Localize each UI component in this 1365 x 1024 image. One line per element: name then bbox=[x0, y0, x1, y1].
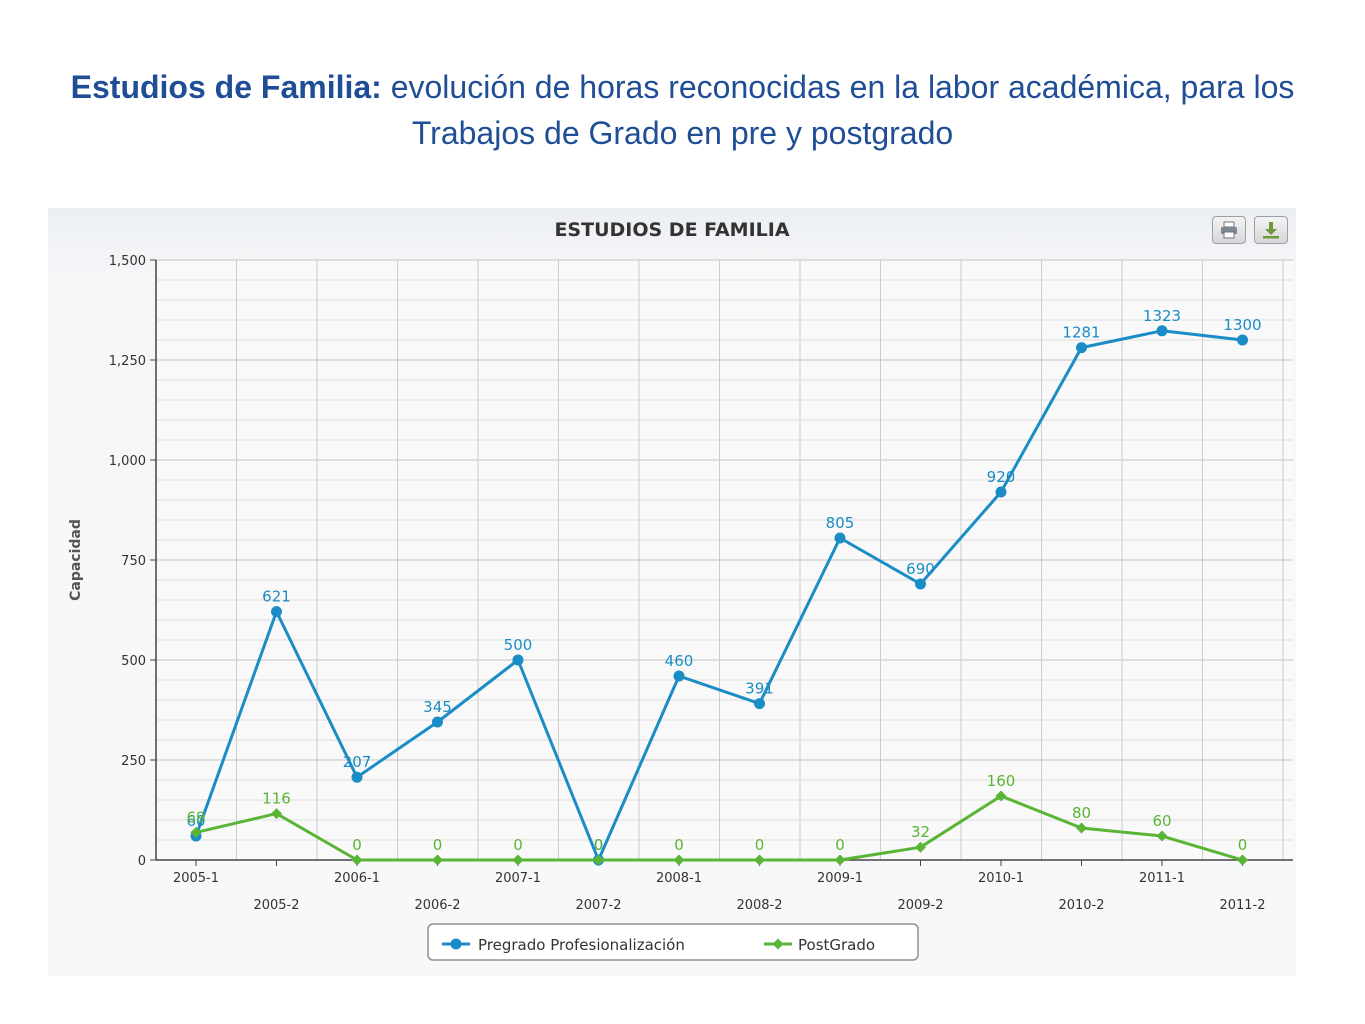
data-label: 116 bbox=[262, 790, 291, 808]
data-label: 207 bbox=[343, 753, 372, 771]
data-point bbox=[834, 532, 846, 544]
data-point bbox=[190, 826, 202, 838]
x-tick-label: 2011-2 bbox=[1219, 898, 1265, 913]
x-tick-label: 2005-2 bbox=[253, 898, 299, 913]
data-label: 621 bbox=[262, 588, 291, 606]
data-label: 0 bbox=[594, 836, 604, 854]
data-point bbox=[271, 606, 282, 618]
series-line bbox=[194, 329, 1243, 862]
data-point bbox=[754, 698, 765, 710]
data-point bbox=[512, 854, 524, 866]
data-point bbox=[1156, 325, 1168, 337]
x-tick-label: 2009-1 bbox=[817, 871, 863, 886]
series-pregrado: 6062120734550004603918056909201281132313… bbox=[186, 307, 1262, 866]
x-tick-label: 2010-2 bbox=[1058, 898, 1104, 913]
data-label: 0 bbox=[594, 836, 604, 854]
data-point bbox=[995, 486, 1007, 498]
data-label: 60 bbox=[186, 812, 205, 830]
data-label: 391 bbox=[745, 680, 774, 698]
grid-layer bbox=[155, 259, 1293, 861]
y-tick-label: 750 bbox=[121, 554, 146, 569]
data-label: 920 bbox=[987, 468, 1016, 486]
data-label: 0 bbox=[755, 836, 765, 854]
x-tick-label: 2008-2 bbox=[736, 898, 782, 913]
data-label: 160 bbox=[987, 772, 1016, 790]
x-tick-label: 2006-1 bbox=[334, 871, 380, 886]
data-point bbox=[271, 808, 282, 820]
legend-marker bbox=[772, 938, 784, 950]
line-chart: ESTUDIOS DE FAMILIA Capacidad 0 250 500 750… bbox=[68, 219, 1293, 961]
data-label: 32 bbox=[911, 823, 930, 841]
data-label: 1281 bbox=[1062, 324, 1100, 342]
series-postgrado: 69 116 0 0 0 0 0 0 0 32 160 80 60 0 bbox=[186, 772, 1248, 866]
chart-title: ESTUDIOS DE FAMILIA bbox=[554, 219, 789, 241]
download-icon bbox=[1263, 222, 1279, 239]
data-point bbox=[593, 854, 604, 866]
data-label: 345 bbox=[423, 698, 452, 716]
data-point bbox=[432, 716, 443, 728]
x-tick-label: 2008-1 bbox=[656, 871, 702, 886]
legend-label: PostGrado bbox=[798, 936, 875, 954]
y-tick-label: 250 bbox=[121, 754, 146, 769]
data-point bbox=[754, 854, 765, 866]
data-point bbox=[1156, 830, 1168, 842]
data-point bbox=[673, 854, 685, 866]
x-tick-label: 2007-2 bbox=[575, 898, 621, 913]
data-point bbox=[915, 578, 926, 590]
x-tick-label: 2005-1 bbox=[173, 871, 219, 886]
data-point bbox=[995, 790, 1007, 802]
data-point bbox=[432, 854, 443, 866]
data-label: 69 bbox=[186, 808, 205, 826]
data-point bbox=[834, 854, 846, 866]
data-point bbox=[1076, 342, 1087, 354]
x-tick-label: 2007-1 bbox=[495, 871, 541, 886]
x-tick-label: 2010-1 bbox=[978, 871, 1024, 886]
data-label: 0 bbox=[513, 836, 523, 854]
data-label: 690 bbox=[906, 560, 935, 578]
data-label: 1300 bbox=[1223, 316, 1261, 334]
legend: Pregrado Profesionalización PostGrado bbox=[427, 923, 919, 961]
data-label: 0 bbox=[352, 836, 362, 854]
data-point bbox=[915, 841, 926, 853]
slide-title-bold: Estudios de Familia: bbox=[70, 69, 382, 105]
data-label: 80 bbox=[1072, 804, 1091, 822]
data-point bbox=[351, 771, 363, 783]
y-tick-label: 0 bbox=[138, 854, 146, 869]
data-point bbox=[512, 654, 524, 666]
y-tick-label: 1,250 bbox=[109, 354, 146, 369]
data-label: 0 bbox=[1238, 836, 1248, 854]
data-point bbox=[1237, 334, 1248, 346]
data-point bbox=[1076, 822, 1087, 834]
x-tick-label: 2009-2 bbox=[897, 898, 943, 913]
slide-title: Estudios de Familia: evolución de horas … bbox=[60, 64, 1305, 156]
printer-icon bbox=[1221, 221, 1237, 239]
series-layer: 6062120734550004603918056909201281132313… bbox=[186, 307, 1262, 866]
data-label: 1323 bbox=[1143, 307, 1181, 325]
legend-box bbox=[427, 923, 919, 961]
data-label: 0 bbox=[433, 836, 443, 854]
data-label: 460 bbox=[665, 652, 694, 670]
print-button[interactable] bbox=[1212, 216, 1246, 244]
series-line bbox=[195, 794, 1243, 862]
y-axis-title: Capacidad bbox=[68, 519, 84, 601]
data-label: 0 bbox=[674, 836, 684, 854]
data-label: 500 bbox=[504, 636, 533, 654]
x-tick-label: 2011-1 bbox=[1139, 871, 1185, 886]
legend-marker bbox=[450, 938, 462, 950]
y-tick-label: 500 bbox=[121, 654, 146, 669]
data-point bbox=[1237, 854, 1248, 866]
y-tick-label: 1,000 bbox=[109, 454, 146, 469]
legend-label: Pregrado Profesionalización bbox=[478, 936, 685, 954]
data-point bbox=[351, 854, 363, 866]
data-label: 0 bbox=[835, 836, 845, 854]
data-point bbox=[673, 670, 685, 682]
download-button[interactable] bbox=[1254, 216, 1288, 244]
data-label: 805 bbox=[826, 514, 855, 532]
slide-title-rest: evolución de horas reconocidas en la lab… bbox=[381, 69, 1295, 151]
y-tick-label: 1,500 bbox=[109, 254, 146, 269]
x-tick-label: 2006-2 bbox=[414, 898, 460, 913]
data-label: 60 bbox=[1152, 812, 1171, 830]
chart-panel: ESTUDIOS DE FAMILIA Capacidad 0 250 500 750… bbox=[48, 208, 1296, 976]
